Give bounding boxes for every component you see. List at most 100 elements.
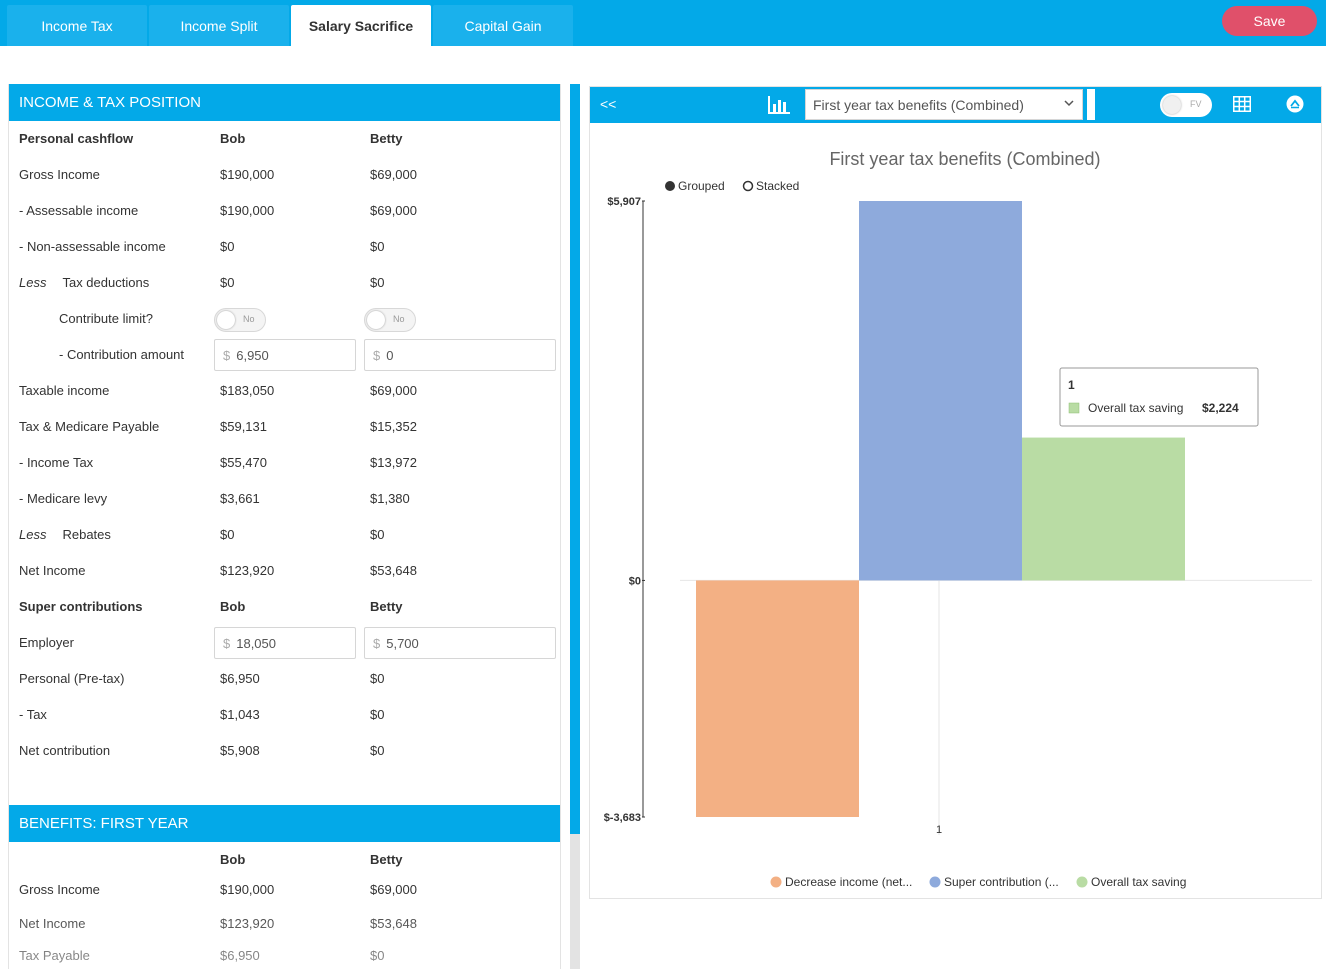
legend-label: Decrease income (net... [785, 875, 912, 889]
tooltip-box [1059, 367, 1259, 427]
currency-symbol: $ [373, 635, 381, 651]
mode-label: Stacked [756, 179, 799, 193]
row-label: - Contribution amount [59, 347, 185, 362]
bob-value: $123,920 [220, 563, 275, 578]
tab-income-tax[interactable]: Income Tax [7, 5, 147, 46]
tab-capital-gain[interactable]: Capital Gain [433, 5, 573, 46]
betty-contribution-amount-input[interactable]: $ 0 [364, 339, 556, 371]
collapse-panel-button[interactable]: << [600, 96, 617, 112]
row-label: Taxable income [19, 383, 110, 398]
chart-toolbar: << First year tax benefits (Combined) FV [590, 87, 1321, 123]
table-row-rebates: Less Rebates $0 $0 [9, 517, 560, 553]
row-label: Less Tax deductions [19, 265, 149, 301]
super-contributions-header: Super contributions Bob Betty [9, 589, 560, 625]
table-view-icon[interactable] [1233, 96, 1251, 115]
row-label: Contribute limit? [59, 311, 153, 326]
bob-value: $123,920 [220, 916, 275, 931]
betty-value: $69,000 [370, 203, 417, 218]
benefits-header: Bob Betty [9, 842, 560, 878]
input-value: 6,950 [236, 347, 269, 363]
bar-decrease-income-net [696, 580, 859, 817]
table-row-personal-pretax: Personal (Pre-tax) $6,950 $0 [9, 661, 560, 697]
toggle-label: No [243, 314, 255, 324]
save-button[interactable]: Save [1222, 6, 1317, 36]
row-label: Less Rebates [19, 517, 111, 553]
header-label: Super contributions [19, 599, 143, 614]
select-cap [1087, 89, 1095, 120]
bob-value: $190,000 [220, 882, 275, 897]
row-label: Net Income [19, 916, 86, 931]
header-betty: Betty [370, 852, 403, 867]
mode-option-stacked[interactable]: Stacked [742, 179, 800, 193]
tooltip-swatch [1068, 402, 1080, 414]
chart-title: First year tax benefits (Combined) [829, 149, 1100, 169]
header-betty: Betty [370, 599, 403, 614]
row-label: Net Income [19, 563, 86, 578]
row-label-text: Rebates [62, 527, 111, 542]
fv-toggle[interactable]: FV [1160, 93, 1212, 117]
bar-super-contribution [859, 201, 1022, 581]
select-value: First year tax benefits (Combined) [813, 96, 1024, 113]
table-row-contribution-amount: - Contribution amount $ 6,950 $ 0 [9, 337, 560, 373]
betty-value: $13,972 [370, 455, 417, 470]
table-row-tax-medicare: Tax & Medicare Payable $59,131 $15,352 [9, 409, 560, 445]
legend-item[interactable]: Overall tax saving [1076, 875, 1187, 889]
legend-item[interactable]: Super contribution (... [929, 875, 1059, 889]
tab-income-split[interactable]: Income Split [149, 5, 289, 46]
radio-selected-icon [665, 181, 675, 191]
chart-type-select[interactable]: First year tax benefits (Combined) [805, 89, 1083, 120]
bob-value: $6,950 [220, 671, 260, 686]
row-label: Personal (Pre-tax) [19, 671, 125, 686]
table-row-tax: - Tax $1,043 $0 [9, 697, 560, 733]
table-row-net-contribution: Net contribution $5,908 $0 [9, 733, 560, 769]
bar-overall-tax-saving [1022, 437, 1185, 581]
table-row-income-tax: - Income Tax $55,470 $13,972 [9, 445, 560, 481]
table-row-benefit-net-income: Net Income $123,920 $53,648 [9, 906, 560, 942]
currency-symbol: $ [373, 347, 381, 363]
bar-chart-icon[interactable] [767, 95, 791, 118]
row-label: - Income Tax [19, 455, 94, 470]
mode-option-grouped[interactable]: Grouped [665, 179, 725, 193]
row-label: Net contribution [19, 743, 111, 758]
legend-label: Overall tax saving [1091, 875, 1186, 889]
y-tick-label: $5,907 [607, 196, 641, 208]
header-bob: Bob [220, 852, 246, 867]
betty-employer-input[interactable]: $ 5,700 [364, 627, 556, 659]
toggle-knob [217, 311, 235, 329]
input-value: 0 [386, 347, 394, 363]
scroll-up-icon[interactable] [1286, 95, 1304, 116]
bob-value: $183,050 [220, 383, 275, 398]
betty-value: $0 [370, 239, 385, 254]
betty-contribute-limit-toggle[interactable]: No [364, 308, 416, 332]
tooltip-title: 1 [1068, 378, 1075, 392]
toggle-label: No [393, 314, 405, 324]
header-bob: Bob [220, 131, 246, 146]
tax-benefit-chart: First year tax benefits (Combined) Group… [604, 149, 1312, 889]
table-row-tax-deductions: Less Tax deductions $0 $0 [9, 265, 560, 301]
bob-value: $6,950 [220, 948, 260, 963]
panel-scroll-thumb[interactable] [570, 84, 580, 834]
legend-swatch [770, 876, 782, 888]
toggle-knob [1163, 96, 1181, 114]
table-row-gross-income: Gross Income $190,000 $69,000 [9, 157, 560, 193]
legend-swatch [1076, 876, 1088, 888]
y-tick-label: $0 [629, 575, 641, 587]
betty-value: $0 [370, 707, 385, 722]
row-label: - Medicare levy [19, 491, 108, 506]
income-tax-panel: INCOME & TAX POSITION Personal cashflow … [8, 84, 561, 969]
bob-value: $190,000 [220, 203, 275, 218]
header-betty: Betty [370, 131, 403, 146]
table-row-net-income: Net Income $123,920 $53,648 [9, 553, 560, 589]
mode-label: Grouped [678, 179, 725, 193]
top-tab-bar: Income Tax Income Split Salary Sacrifice… [0, 0, 1326, 46]
tab-salary-sacrifice[interactable]: Salary Sacrifice [291, 5, 431, 46]
betty-value: $53,648 [370, 916, 417, 931]
fv-label: FV [1190, 99, 1202, 109]
legend-item[interactable]: Decrease income (net... [770, 875, 913, 889]
tooltip-series-label: Overall tax saving [1088, 401, 1183, 415]
bob-contribution-amount-input[interactable]: $ 6,950 [214, 339, 356, 371]
bob-contribute-limit-toggle[interactable]: No [214, 308, 266, 332]
header-bob: Bob [220, 599, 246, 614]
betty-value: $0 [370, 275, 385, 290]
bob-employer-input[interactable]: $ 18,050 [214, 627, 356, 659]
